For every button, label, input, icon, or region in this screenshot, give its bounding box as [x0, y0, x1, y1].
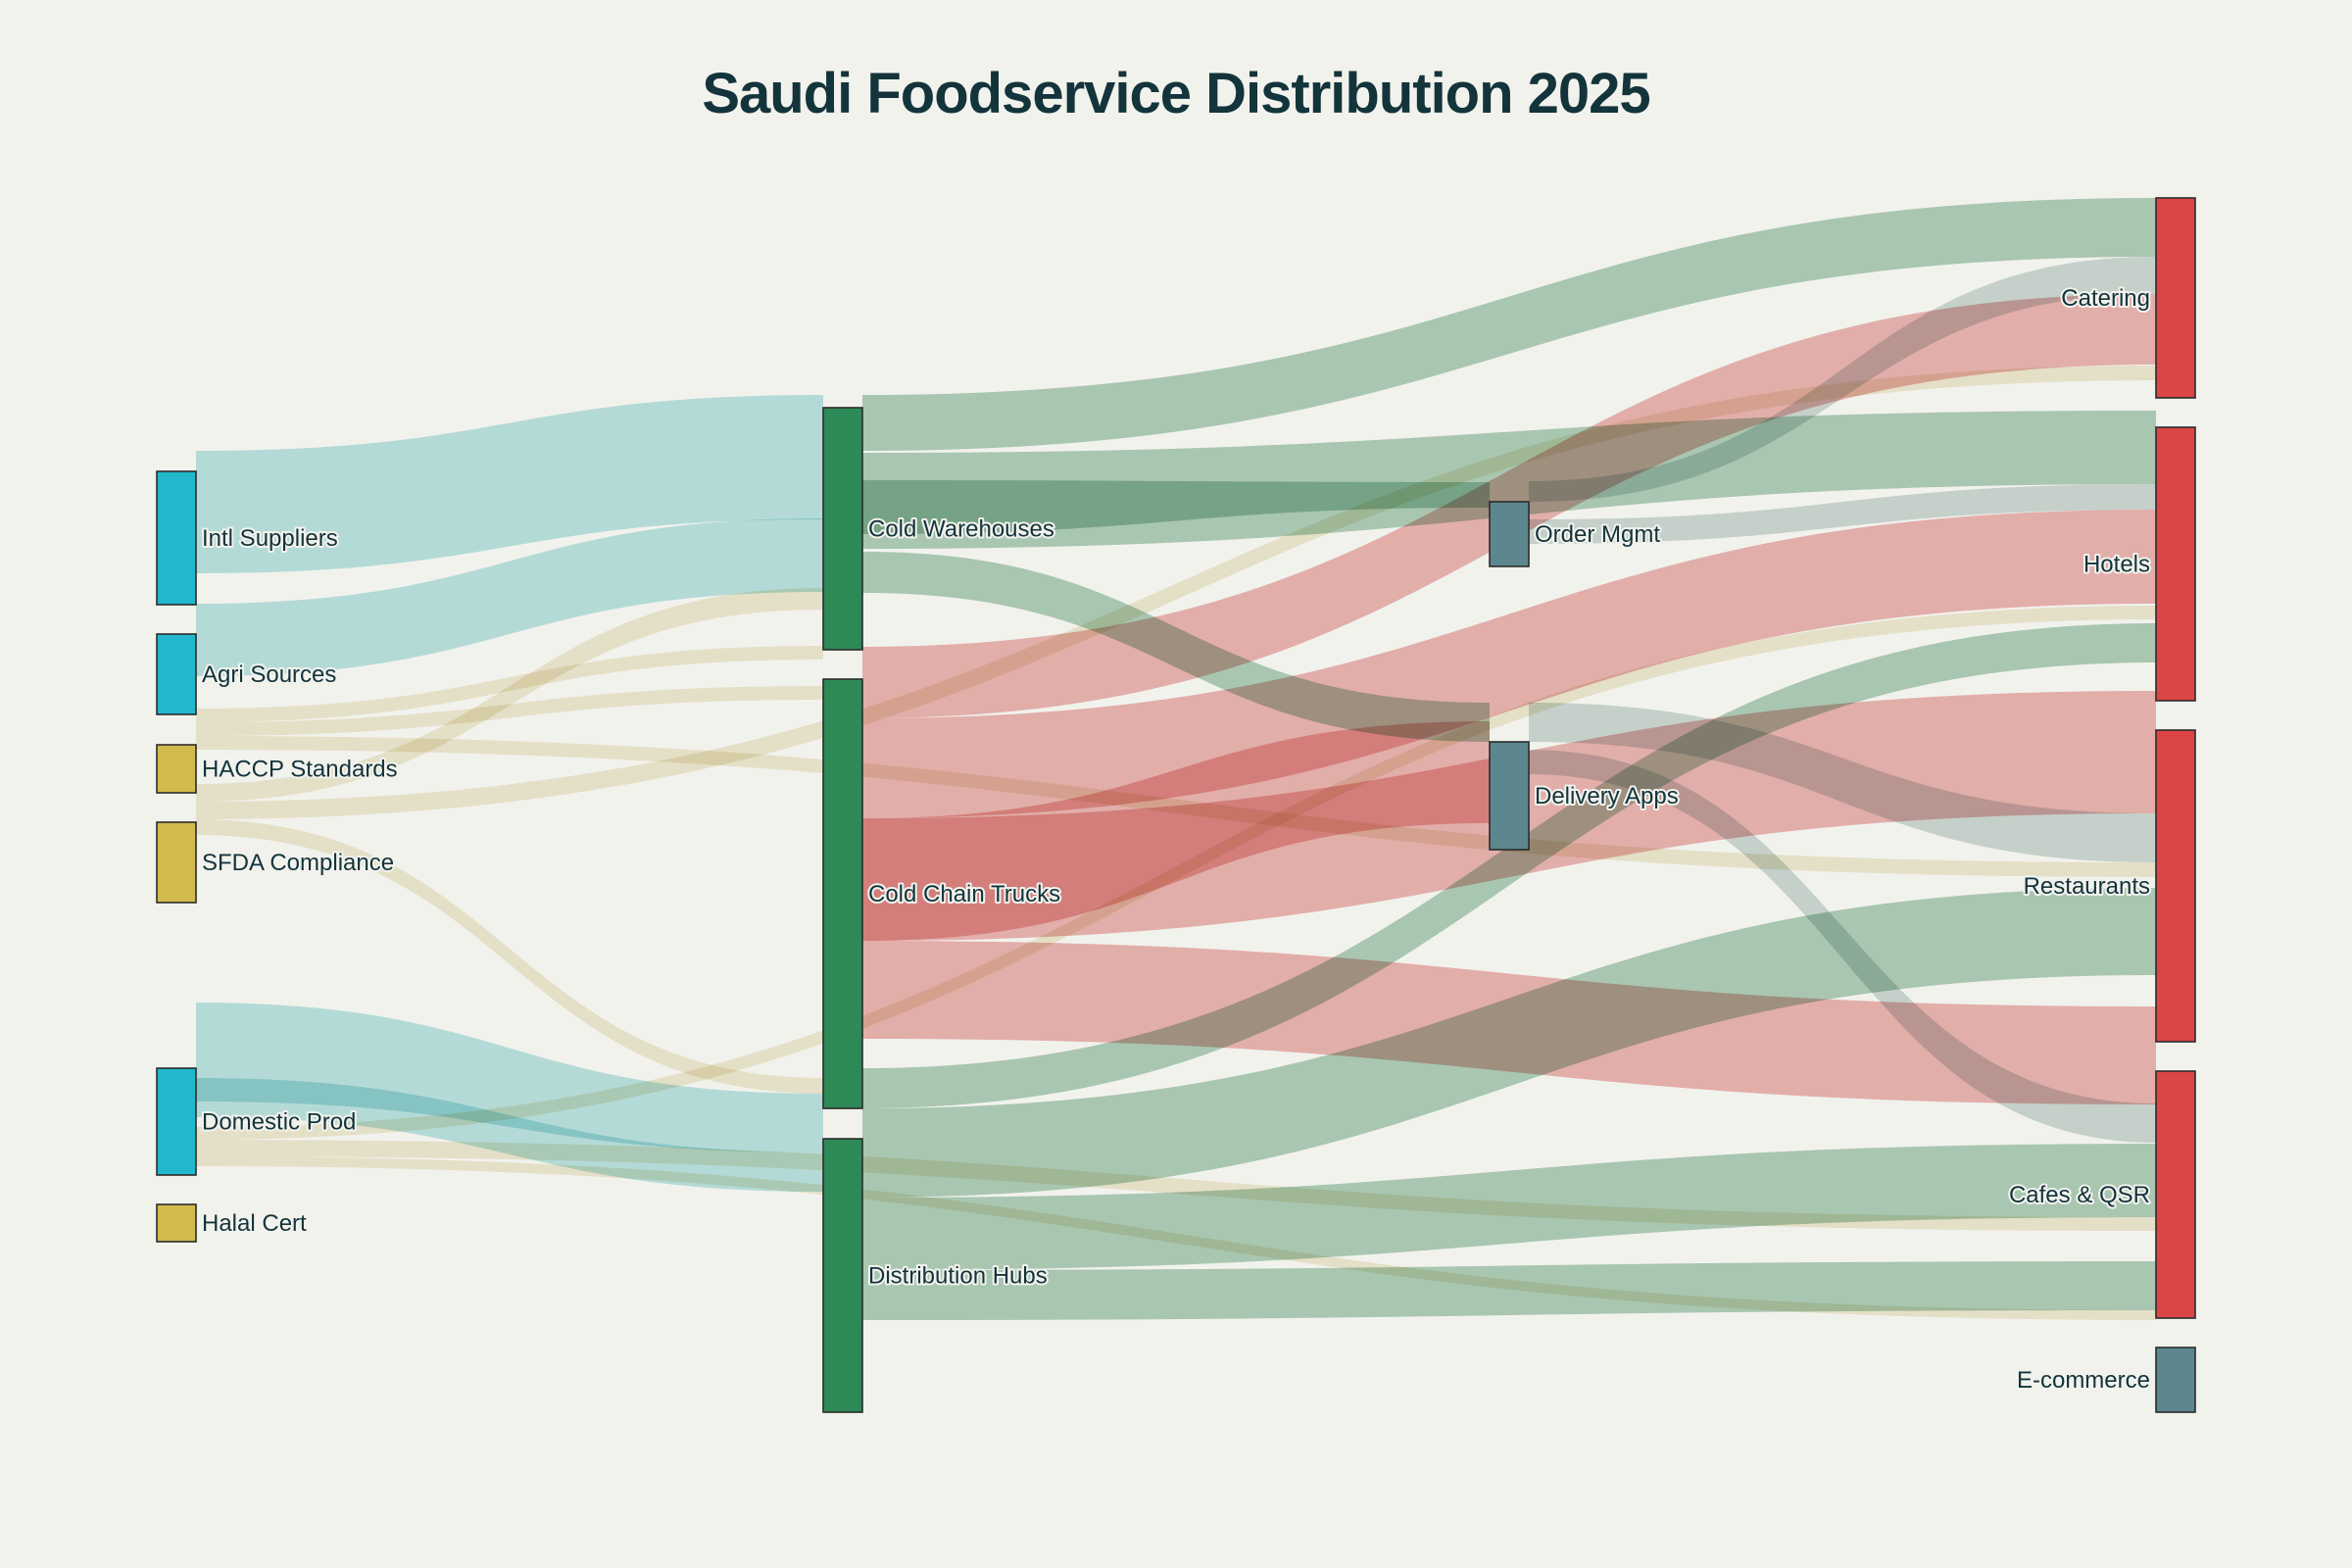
node-label: Cafes & QSR	[2009, 1182, 2150, 1208]
link-delivery-to-cafes[interactable]	[1529, 750, 2156, 1143]
link-ordermgmt-to-catering[interactable]	[1529, 257, 2156, 502]
link-domestic-to-trucks[interactable]	[196, 1003, 823, 1152]
node-ordermgmt[interactable]: Order Mgmt	[1489, 501, 1662, 567]
node-label: Cold Chain Trucks	[868, 881, 1060, 907]
node-bar[interactable]	[156, 1067, 197, 1176]
node-bar[interactable]	[1489, 741, 1530, 851]
node-label: SFDA Compliance	[202, 850, 394, 876]
link-delivery-to-restaurants[interactable]	[1529, 703, 2156, 862]
link-intl-to-coldwh[interactable]	[196, 395, 823, 573]
chart-title: Saudi Foodservice Distribution 2025	[702, 62, 1650, 125]
link-sfda-to-coldwh[interactable]	[196, 588, 823, 802]
link-domestic-to-cafes[interactable]	[196, 1140, 2156, 1231]
link-coldwh-to-catering[interactable]	[862, 198, 2156, 451]
link-hubs-to-cafes[interactable]	[862, 1144, 2156, 1270]
node-label: Restaurants	[2024, 873, 2150, 900]
node-label: Delivery Apps	[1535, 783, 1679, 809]
node-haccp[interactable]: HACCP Standards	[156, 744, 400, 794]
link-ordermgmt-to-hotels[interactable]	[1529, 484, 2156, 544]
node-bar[interactable]	[156, 744, 197, 794]
link-agri-to-coldwh[interactable]	[196, 518, 823, 676]
node-hotels[interactable]: Hotels	[2082, 426, 2196, 702]
node-catering[interactable]: Catering	[2059, 197, 2196, 399]
node-bar[interactable]	[156, 633, 197, 715]
node-delivery[interactable]: Delivery Apps	[1489, 741, 1681, 851]
node-cafes[interactable]: Cafes & QSR	[2007, 1070, 2196, 1319]
node-bar[interactable]	[2155, 426, 2196, 702]
node-label: Agri Sources	[202, 662, 336, 688]
node-label: E-commerce	[2017, 1367, 2150, 1394]
nodes-layer: Intl Suppliers Agri Sources HACCP Standard…	[156, 197, 2196, 1413]
node-halal[interactable]: Halal Cert	[156, 1203, 309, 1243]
node-label: Hotels	[2083, 552, 2150, 578]
node-label: Cold Warehouses	[868, 516, 1054, 543]
node-domestic[interactable]: Domestic Prod	[156, 1067, 358, 1176]
node-label: Order Mgmt	[1535, 521, 1660, 548]
node-bar[interactable]	[156, 1203, 197, 1243]
node-bar[interactable]	[822, 407, 863, 651]
link-haccp-to-coldwh[interactable]	[196, 646, 823, 722]
links-layer	[196, 198, 2156, 1320]
link-coldwh-to-ordermgmt[interactable]	[862, 480, 1490, 534]
node-coldwh[interactable]: Cold Warehouses	[822, 407, 1056, 651]
link-sfda-to-catering[interactable]	[196, 366, 2156, 819]
node-bar[interactable]	[2155, 1347, 2196, 1413]
link-trucks-to-hotels[interactable]	[862, 510, 2156, 818]
node-intl[interactable]: Intl Suppliers	[156, 470, 340, 606]
node-label: Intl Suppliers	[202, 525, 338, 552]
node-hubs[interactable]: Distribution Hubs	[822, 1138, 1050, 1413]
node-bar[interactable]	[156, 470, 197, 606]
node-label: Domestic Prod	[202, 1109, 356, 1136]
node-trucks[interactable]: Cold Chain Trucks	[822, 678, 1062, 1109]
link-trucks-to-hotels_green[interactable]	[862, 623, 2156, 1108]
node-bar[interactable]	[822, 1138, 863, 1413]
link-sfda-to-trucks[interactable]	[196, 819, 823, 1094]
node-label: Distribution Hubs	[868, 1263, 1048, 1290]
node-agri[interactable]: Agri Sources	[156, 633, 338, 715]
node-bar[interactable]	[2155, 197, 2196, 399]
node-bar[interactable]	[1489, 501, 1530, 567]
node-bar[interactable]	[822, 678, 863, 1109]
link-hubs-to-restaurants[interactable]	[862, 888, 2156, 1198]
node-label: Halal Cert	[202, 1210, 307, 1237]
node-label: Catering	[2061, 285, 2150, 312]
node-bar[interactable]	[2155, 729, 2196, 1043]
node-restaurants[interactable]: Restaurants	[2022, 729, 2196, 1043]
node-sfda[interactable]: SFDA Compliance	[156, 821, 396, 904]
node-bar[interactable]	[156, 821, 197, 904]
link-haccp-to-trucks[interactable]	[196, 686, 823, 736]
node-label: HACCP Standards	[202, 757, 398, 783]
node-ecommerce[interactable]: E-commerce	[2015, 1347, 2196, 1413]
link-hubs-to-cafes_lower[interactable]	[862, 1261, 2156, 1320]
node-bar[interactable]	[2155, 1070, 2196, 1319]
